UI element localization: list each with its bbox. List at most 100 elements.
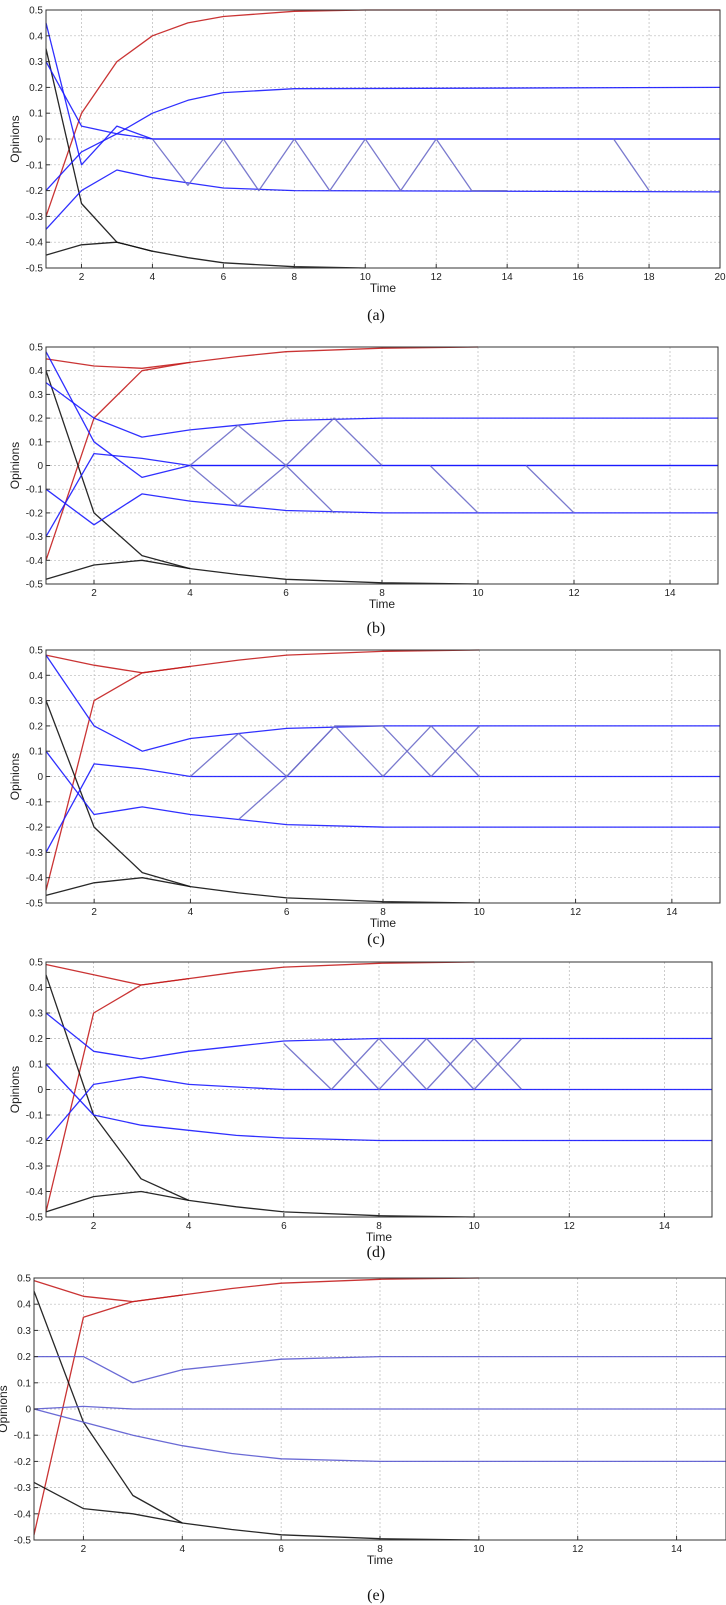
x-tick-label: 6 bbox=[221, 272, 227, 283]
series-line-red bbox=[45, 358, 191, 369]
y-tick-label: 0.1 bbox=[29, 109, 43, 120]
y-tick-label: -0.4 bbox=[14, 1509, 32, 1520]
x-tick-label: 2 bbox=[79, 272, 85, 283]
series-line-red bbox=[45, 963, 189, 986]
chart-panel-1: -0.5 -0.4 -0.3 -0.2 -0.1 0 0.1 0.2 0.3 0.4 0.5 2 4 6 8… bbox=[8, 6, 726, 325]
x-tick-label: 2 bbox=[81, 1544, 87, 1555]
y-tick-label: 0.5 bbox=[29, 6, 43, 17]
series-line-black bbox=[45, 974, 475, 1218]
y-tick-label: 0.1 bbox=[29, 1060, 43, 1071]
x-tick-label: 14 bbox=[664, 588, 676, 599]
chart-panel-4: -0.5 -0.4 -0.3 -0.2 -0.1 0 0.1 0.2 0.3 0.4 0.5 2 4 6 8… bbox=[8, 958, 713, 1261]
series-line-blue bbox=[151, 138, 508, 192]
y-tick-label: -0.2 bbox=[26, 823, 44, 834]
y-tick-label: 0.4 bbox=[29, 671, 43, 682]
x-tick-label: 20 bbox=[714, 272, 726, 283]
y-tick-label: -0.3 bbox=[26, 532, 44, 543]
y-tick-label: -0.1 bbox=[26, 485, 44, 496]
series-line-blue bbox=[45, 22, 720, 166]
y-tick-label: 0.5 bbox=[29, 343, 43, 354]
series-line-blue bbox=[189, 464, 335, 514]
x-tick-label: 2 bbox=[91, 588, 97, 599]
x-tick-label: 6 bbox=[281, 1221, 287, 1232]
y-tick-label: 0 bbox=[37, 461, 43, 472]
series-line-blue bbox=[33, 1408, 726, 1463]
x-tick-label: 4 bbox=[188, 907, 194, 918]
series-line-blue bbox=[330, 1037, 523, 1091]
series-line-black bbox=[45, 877, 191, 897]
x-tick-label: 4 bbox=[180, 1544, 186, 1555]
series-line-blue bbox=[613, 138, 650, 191]
y-axis-title: Opinions bbox=[8, 442, 22, 489]
x-tick-label: 12 bbox=[568, 588, 580, 599]
series-line-blue bbox=[45, 61, 721, 135]
y-axis-title: Opinions bbox=[8, 115, 22, 162]
x-tick-label: 8 bbox=[377, 1544, 383, 1555]
x-tick-label: 8 bbox=[292, 272, 298, 283]
y-tick-label: -0.4 bbox=[26, 238, 44, 249]
x-tick-label: 10 bbox=[360, 272, 372, 283]
series-line-blue bbox=[45, 750, 720, 828]
y-tick-label: -0.1 bbox=[14, 1431, 32, 1442]
x-tick-label: 2 bbox=[91, 1221, 97, 1232]
series-line-blue bbox=[429, 465, 479, 514]
series-line-blue bbox=[45, 1012, 712, 1060]
y-tick-label: -0.1 bbox=[26, 1111, 44, 1122]
series-line-blue bbox=[45, 351, 718, 479]
x-tick-label: 8 bbox=[379, 588, 385, 599]
panel-caption: (d) bbox=[367, 1244, 386, 1261]
x-tick-label: 2 bbox=[91, 907, 97, 918]
y-tick-label: -0.2 bbox=[26, 1136, 44, 1147]
x-tick-label: 10 bbox=[472, 588, 484, 599]
y-tick-label: -0.4 bbox=[26, 873, 44, 884]
y-tick-label: 0.4 bbox=[29, 366, 43, 377]
x-tick-label: 8 bbox=[380, 907, 386, 918]
x-axis-title: Time bbox=[366, 1230, 393, 1244]
y-tick-label: 0.3 bbox=[29, 390, 43, 401]
x-axis-title: Time bbox=[370, 281, 397, 295]
panel-caption: (e) bbox=[367, 1587, 385, 1604]
x-tick-label: 14 bbox=[671, 1544, 683, 1555]
series-line-black bbox=[33, 1290, 479, 1541]
series-line-blue bbox=[238, 725, 480, 820]
y-tick-label: 0.2 bbox=[29, 83, 43, 94]
y-tick-label: -0.1 bbox=[26, 797, 44, 808]
y-tick-label: 0.4 bbox=[17, 1300, 31, 1311]
series-line-blue bbox=[45, 1076, 712, 1141]
y-tick-label: -0.5 bbox=[26, 1213, 44, 1224]
x-tick-label: 10 bbox=[474, 907, 486, 918]
series-line-black bbox=[45, 1190, 189, 1213]
x-tick-label: 12 bbox=[570, 907, 582, 918]
y-tick-label: -0.1 bbox=[26, 160, 44, 171]
series-line-red bbox=[33, 1277, 479, 1535]
x-axis-title: Time bbox=[369, 597, 396, 611]
x-tick-label: 10 bbox=[473, 1544, 485, 1555]
series-line-blue bbox=[525, 465, 575, 514]
y-tick-label: 0.1 bbox=[29, 747, 43, 758]
x-tick-label: 6 bbox=[284, 907, 290, 918]
y-tick-label: 0.4 bbox=[29, 983, 43, 994]
x-tick-label: 16 bbox=[573, 272, 585, 283]
series-line-black bbox=[45, 241, 153, 256]
y-tick-label: -0.5 bbox=[14, 1536, 32, 1547]
x-tick-label: 4 bbox=[186, 1221, 192, 1232]
x-tick-label: 18 bbox=[643, 272, 655, 283]
x-tick-label: 12 bbox=[431, 272, 443, 283]
y-tick-label: -0.3 bbox=[26, 848, 44, 859]
y-tick-label: -0.5 bbox=[26, 899, 44, 910]
series-line-black bbox=[33, 1481, 183, 1524]
series-line-blue bbox=[45, 488, 718, 526]
y-tick-label: 0.5 bbox=[29, 646, 43, 657]
series-line-blue bbox=[45, 169, 721, 230]
y-tick-label: -0.3 bbox=[26, 1162, 44, 1173]
x-tick-label: 14 bbox=[502, 272, 514, 283]
y-tick-label: 0.3 bbox=[29, 57, 43, 68]
y-tick-label: 0.1 bbox=[29, 437, 43, 448]
x-tick-label: 6 bbox=[283, 588, 289, 599]
y-tick-label: 0.2 bbox=[29, 414, 43, 425]
x-tick-label: 12 bbox=[572, 1544, 584, 1555]
series-line-black bbox=[45, 559, 191, 580]
series-line-black bbox=[45, 370, 479, 585]
y-tick-label: -0.3 bbox=[14, 1483, 32, 1494]
chart-panel-5: -0.5 -0.4 -0.3 -0.2 -0.1 0 0.1 0.2 0.3 0.4 0.5 2 4 6 8… bbox=[0, 1274, 726, 1604]
